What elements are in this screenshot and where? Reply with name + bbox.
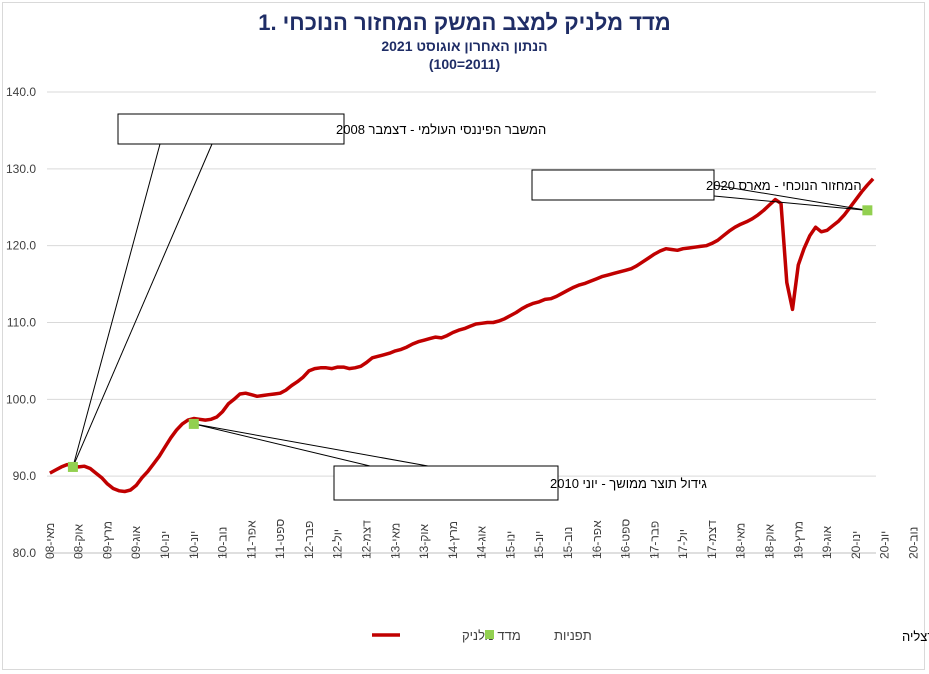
- x-tick-label: דצמ-17: [705, 520, 719, 559]
- y-tick-label: 130.0: [6, 162, 36, 176]
- annotation-box: [117, 113, 345, 145]
- x-tick-label: אוק-18: [762, 523, 776, 559]
- series-line-path: [49, 177, 875, 494]
- x-tick-label: נוב-15: [561, 527, 575, 559]
- x-tick-label: אוג-19: [820, 525, 834, 559]
- annotation-leader-line: [193, 423, 429, 467]
- x-tick-label: נוב-10: [216, 527, 230, 559]
- annotation-leader-line: [193, 423, 371, 467]
- x-tick-label: מרץ-14: [446, 521, 460, 559]
- annotation-box: [531, 169, 715, 201]
- x-tick-label: יול-17: [676, 529, 690, 559]
- y-tick-label: 80.0: [13, 546, 37, 560]
- x-tick-label: אוק-08: [72, 523, 86, 559]
- x-axis: מאי-08 אוק-08 מרץ-09 אוג-09 ינו-10 יונ-10 נוב-…: [43, 519, 921, 559]
- x-tick-label: יונ-10: [187, 531, 201, 559]
- turning-point-marker: [862, 205, 873, 216]
- x-tick-label: אוק-13: [417, 523, 431, 559]
- x-tick-label: ינו-20: [849, 531, 863, 559]
- x-tick-label: ספט-11: [273, 519, 287, 559]
- y-tick-label: 120.0: [6, 239, 36, 253]
- legend-marker-swatch: [485, 630, 494, 639]
- x-tick-label: מאי-18: [734, 523, 748, 559]
- x-tick-label: ינו-10: [158, 531, 172, 559]
- annotation-label: המחזור הנוכחי - מארס 2020: [706, 178, 862, 193]
- annotation-label: גידול תוצר ממושך - יוני 2010: [550, 476, 707, 491]
- x-tick-label: מרץ-09: [100, 521, 114, 559]
- x-tick-label: ספט-16: [619, 519, 633, 559]
- turning-point-marker: [67, 461, 78, 472]
- legend-label-turning-points: תפניות: [554, 628, 592, 643]
- annotation-label: המשבר הפיננסי העולמי - דצמבר 2008: [336, 122, 546, 137]
- x-tick-label: ינו-15: [503, 531, 517, 559]
- x-tick-label: אוג-09: [129, 525, 143, 559]
- legend: מדד מלניק תפניות: [372, 628, 592, 643]
- annotation-leader-line: [713, 184, 868, 211]
- x-tick-label: יונ-15: [532, 531, 546, 559]
- y-tick-label: 90.0: [13, 469, 37, 483]
- chart-subtitle: הנתון האחרון אוגוסט 2021: [381, 38, 548, 54]
- chart-base-note: (100=2011): [428, 56, 501, 72]
- annotation-leader-line: [72, 143, 161, 468]
- x-tick-label: נוב-20: [906, 527, 920, 559]
- x-tick-label: מאי-13: [388, 523, 402, 559]
- annotation-leader-line: [713, 195, 868, 211]
- annotation-box: [333, 465, 559, 501]
- x-tick-label: פבר-17: [647, 521, 661, 559]
- x-tick-label: אפר-11: [244, 520, 258, 559]
- y-tick-label: 100.0: [6, 392, 36, 406]
- x-tick-label: פבר-12: [302, 521, 316, 559]
- x-tick-label: יול-12: [331, 529, 345, 559]
- x-tick-label: דצמ-12: [360, 520, 374, 559]
- x-tick-label: מאי-08: [43, 523, 57, 559]
- x-tick-label: אפר-16: [590, 520, 604, 559]
- annotations: המשבר הפיננסי העולמי - דצמבר 2008 גידול ת…: [72, 113, 868, 501]
- x-tick-label: יונ-20: [878, 531, 892, 559]
- x-tick-label: אוג-14: [475, 525, 489, 559]
- turning-point-marker: [188, 418, 199, 429]
- series-melnick-index: [49, 177, 875, 494]
- y-tick-label: 140.0: [6, 85, 36, 99]
- y-tick-label: 110.0: [7, 316, 36, 330]
- y-axis-ticks: 80.0 90.0 100.0 110.0 120.0 130.0 140.0: [6, 85, 36, 560]
- x-tick-label: מרץ-19: [791, 521, 805, 559]
- series-turning-points: [67, 205, 873, 472]
- chart-title: 1. מדד מלניק למצב המשק המחזור הנוכחי: [258, 10, 671, 35]
- credit-text: פרופ' רפי מלניק, המרכז הבינתחומי הרצליה: [902, 629, 929, 644]
- annotation-leader-line: [72, 143, 213, 468]
